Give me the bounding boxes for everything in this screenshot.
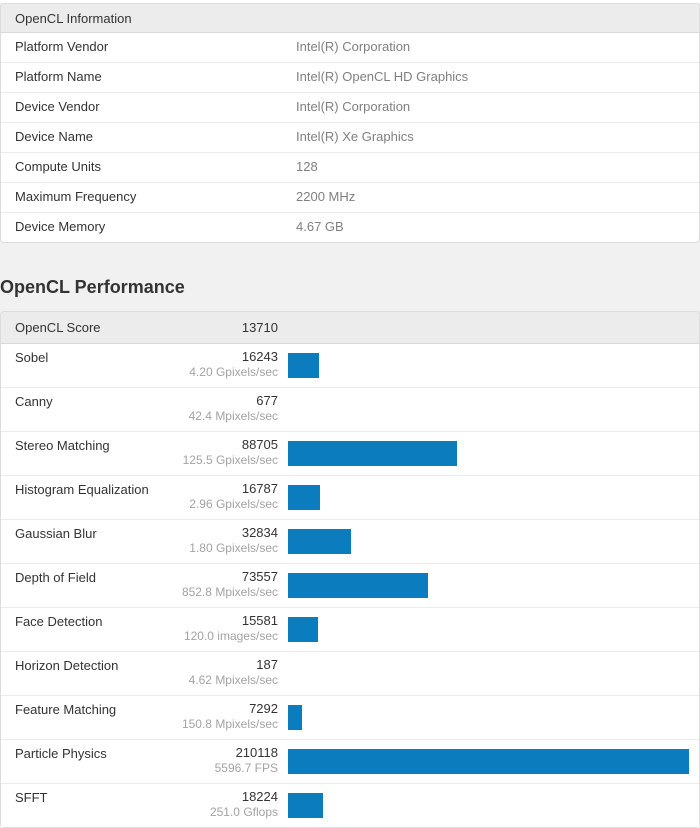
benchmark-score-block: 210118 5596.7 FPS <box>1 745 278 776</box>
benchmark-name: Histogram Equalization <box>15 482 149 497</box>
info-label: Device Memory <box>15 219 106 234</box>
info-row: Maximum Frequency 2200 MHz <box>1 183 699 213</box>
benchmark-row: SFFT 18224 251.0 Gflops <box>1 784 699 827</box>
benchmark-score-block: 73557 852.8 Mpixels/sec <box>1 569 278 600</box>
info-value: Intel(R) Xe Graphics <box>296 129 414 144</box>
info-value: 2200 MHz <box>296 189 356 204</box>
benchmark-rate: 2.96 Gpixels/sec <box>189 497 278 511</box>
info-value: Intel(R) Corporation <box>296 39 411 54</box>
benchmark-score: 187 <box>256 657 278 672</box>
benchmark-score: 677 <box>256 393 278 408</box>
opencl-score-value: 13710 <box>241 320 278 335</box>
info-label: Maximum Frequency <box>15 189 137 204</box>
benchmark-score-block: 18224 251.0 Gflops <box>1 789 278 820</box>
benchmark-bar <box>288 353 319 378</box>
info-label: Compute Units <box>15 159 101 174</box>
benchmark-name: Horizon Detection <box>15 658 119 673</box>
benchmark-bar <box>288 617 318 642</box>
benchmark-row: Horizon Detection 187 4.62 Mpixels/sec <box>1 652 699 696</box>
benchmark-name: Stereo Matching <box>15 438 110 453</box>
benchmark-rate: 852.8 Mpixels/sec <box>181 585 278 599</box>
benchmark-name: Sobel <box>15 350 49 365</box>
top-strip <box>0 0 700 3</box>
info-row: Platform Vendor Intel(R) Corporation <box>1 33 699 63</box>
benchmark-score-block: 15581 120.0 images/sec <box>1 613 278 644</box>
info-row: Device Memory 4.67 GB <box>1 213 699 242</box>
benchmark-bar <box>288 529 351 554</box>
benchmark-score-block: 677 42.4 Mpixels/sec <box>1 393 278 424</box>
opencl-information-header: OpenCL Information <box>1 4 699 33</box>
benchmark-rate: 150.8 Mpixels/sec <box>181 717 278 731</box>
benchmark-score: 16787 <box>241 481 278 496</box>
benchmark-score-block: 16243 4.20 Gpixels/sec <box>1 349 278 380</box>
benchmark-score: 7292 <box>249 701 278 716</box>
benchmark-bar <box>288 705 302 730</box>
benchmark-score: 73557 <box>241 569 278 584</box>
benchmark-row: Face Detection 15581 120.0 images/sec <box>1 608 699 652</box>
benchmark-row: Feature Matching 7292 150.8 Mpixels/sec <box>1 696 699 740</box>
info-row: Platform Name Intel(R) OpenCL HD Graphic… <box>1 63 699 93</box>
benchmark-score-block: 16787 2.96 Gpixels/sec <box>1 481 278 512</box>
benchmark-name: Face Detection <box>15 614 103 629</box>
info-label: Device Name <box>15 129 94 144</box>
benchmark-score: 88705 <box>241 437 278 452</box>
benchmark-rate: 4.62 Mpixels/sec <box>188 673 278 687</box>
benchmark-name: Particle Physics <box>15 746 107 761</box>
benchmark-bar <box>288 441 457 466</box>
benchmark-score: 32834 <box>241 525 278 540</box>
info-label: Platform Name <box>15 69 102 84</box>
benchmark-score-block: 88705 125.5 Gpixels/sec <box>1 437 278 468</box>
benchmark-row: Particle Physics 210118 5596.7 FPS <box>1 740 699 784</box>
benchmark-rate: 5596.7 FPS <box>214 761 278 775</box>
info-value: Intel(R) OpenCL HD Graphics <box>296 69 469 84</box>
benchmark-row: Stereo Matching 88705 125.5 Gpixels/sec <box>1 432 699 476</box>
benchmark-score: 18224 <box>241 789 278 804</box>
benchmark-score-block: 7292 150.8 Mpixels/sec <box>1 701 278 732</box>
benchmark-row: Canny 677 42.4 Mpixels/sec <box>1 388 699 432</box>
benchmark-score-block: 32834 1.80 Gpixels/sec <box>1 525 278 556</box>
info-value: 4.67 GB <box>296 219 344 234</box>
opencl-performance-heading: OpenCL Performance <box>0 277 185 297</box>
opencl-score-row: OpenCL Score 13710 <box>1 312 699 344</box>
benchmark-row: Depth of Field 73557 852.8 Mpixels/sec <box>1 564 699 608</box>
benchmark-score: 210118 <box>235 745 278 760</box>
benchmark-rate: 125.5 Gpixels/sec <box>182 453 278 467</box>
benchmark-rate: 1.80 Gpixels/sec <box>189 541 278 555</box>
benchmark-bar <box>288 749 689 774</box>
info-value: Intel(R) Corporation <box>296 99 411 114</box>
benchmark-name: Depth of Field <box>15 570 96 585</box>
opencl-information-table: OpenCL Information Platform Vendor Intel… <box>0 3 700 243</box>
opencl-performance-table: OpenCL Score 13710 Sobel 16243 4.20 Gpix… <box>0 311 700 828</box>
info-value: 128 <box>296 159 318 174</box>
info-row: Compute Units 128 <box>1 153 699 183</box>
benchmark-row: Gaussian Blur 32834 1.80 Gpixels/sec <box>1 520 699 564</box>
benchmark-row: Histogram Equalization 16787 2.96 Gpixel… <box>1 476 699 520</box>
benchmark-name: Feature Matching <box>15 702 117 717</box>
benchmark-rate: 4.20 Gpixels/sec <box>189 365 278 379</box>
benchmark-row: Sobel 16243 4.20 Gpixels/sec <box>1 344 699 388</box>
benchmark-score-block: 187 4.62 Mpixels/sec <box>1 657 278 688</box>
benchmark-name: Canny <box>15 394 53 409</box>
benchmark-bar <box>288 793 323 818</box>
info-label: Platform Vendor <box>15 39 109 54</box>
benchmark-rate: 251.0 Gflops <box>209 805 278 819</box>
opencl-information-rows: Platform Vendor Intel(R) Corporation Pla… <box>1 33 699 242</box>
benchmark-name: SFFT <box>15 790 48 805</box>
benchmark-rate: 42.4 Mpixels/sec <box>188 409 278 423</box>
info-row: Device Vendor Intel(R) Corporation <box>1 93 699 123</box>
benchmark-rows: Sobel 16243 4.20 Gpixels/sec Canny 677 4… <box>1 344 699 827</box>
benchmark-name: Gaussian Blur <box>15 526 97 541</box>
info-row: Device Name Intel(R) Xe Graphics <box>1 123 699 153</box>
info-label: Device Vendor <box>15 99 100 114</box>
opencl-score-label: OpenCL Score <box>15 320 101 335</box>
benchmark-bar <box>288 573 428 598</box>
benchmark-bar <box>288 485 320 510</box>
benchmark-score: 16243 <box>241 349 278 364</box>
benchmark-score: 15581 <box>241 613 278 628</box>
benchmark-rate: 120.0 images/sec <box>183 629 278 643</box>
